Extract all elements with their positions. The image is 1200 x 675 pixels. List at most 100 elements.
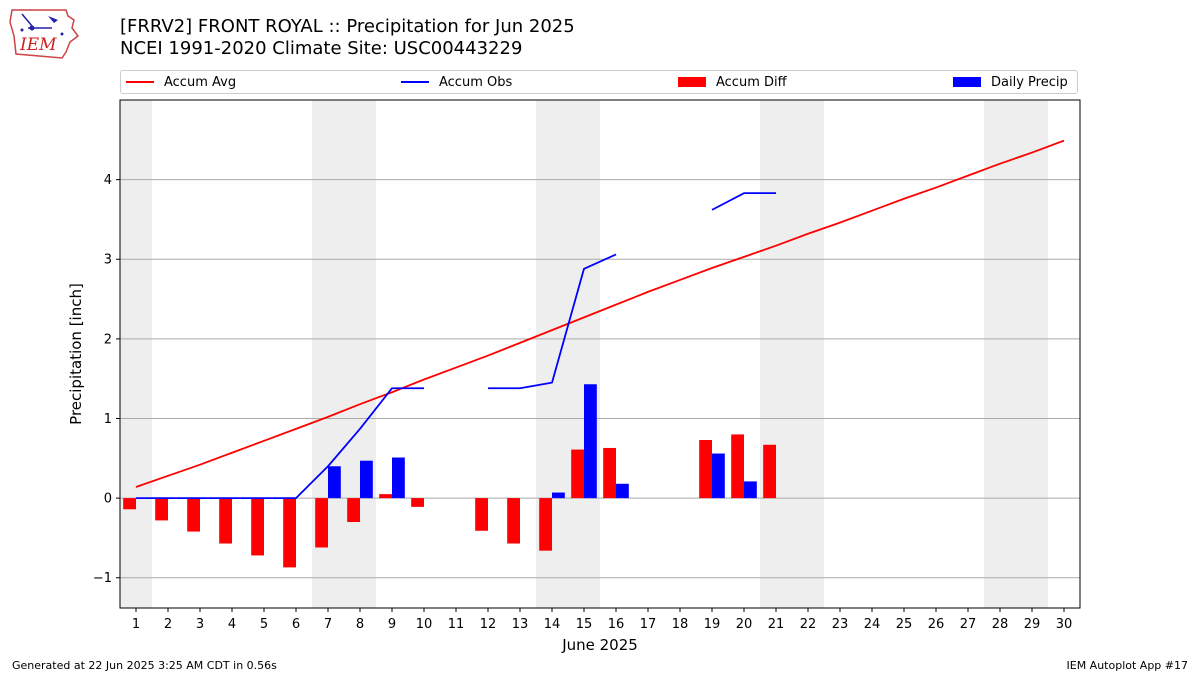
accum-diff-bar-day-13 (507, 498, 520, 544)
accum-diff-bar-day-21 (763, 444, 776, 499)
x-tick-label: 7 (324, 617, 332, 632)
daily-precip-bar-day-8 (360, 460, 373, 499)
x-tick-label: 25 (896, 617, 913, 632)
gridlines (120, 179, 1080, 579)
accum-diff-bar-day-16 (603, 447, 616, 499)
x-tick-label: 6 (292, 617, 300, 632)
legend: Accum Avg Accum Obs Accum Diff Daily Pre… (120, 70, 1078, 94)
x-tick-label: 23 (832, 617, 849, 632)
legend-label-accum-avg: Accum Avg (164, 74, 237, 90)
accum-diff-bar-day-12 (475, 498, 488, 531)
x-tick-label: 12 (480, 617, 497, 632)
y-tick-label: −1 (93, 571, 112, 586)
accum-avg-line-segment-0 (135, 139, 1065, 488)
x-tick-label: 5 (260, 617, 268, 632)
y-tick-label: 1 (104, 412, 112, 427)
accum-obs-line-segment-2 (711, 192, 776, 211)
accum-diff-bar-day-4 (219, 498, 232, 544)
weekend-shade-day-22 (792, 100, 824, 608)
x-tick-label: 22 (800, 617, 817, 632)
weekend-shade-day-29 (1016, 100, 1048, 608)
x-tick-label: 2 (164, 617, 172, 632)
x-tick-label: 10 (416, 617, 433, 632)
iem-state-logo-icon: IEM (9, 9, 80, 59)
x-tick-label: 20 (736, 617, 753, 632)
accum-obs-line-segment-1 (488, 253, 617, 390)
x-tick-label: 8 (356, 617, 364, 632)
x-tick-label: 19 (704, 617, 721, 632)
x-tick-label: 3 (196, 617, 204, 632)
x-tick-label: 29 (1024, 617, 1041, 632)
y-tick-label: 0 (104, 492, 112, 507)
accum-diff-bar-day-15 (571, 449, 584, 499)
x-tick-label: 9 (388, 617, 396, 632)
title-line-2: NCEI 1991-2020 Climate Site: USC00443229 (120, 38, 523, 59)
accum-diff-bar-day-7 (315, 498, 328, 548)
accum-diff-bar-day-9 (379, 494, 392, 499)
legend-item-accum-avg: Accum Avg (126, 74, 236, 90)
y-tick-label: 2 (104, 332, 112, 347)
daily-precip-bar-day-15 (584, 384, 597, 499)
legend-swatch-daily-precip (953, 77, 981, 87)
legend-swatch-accum-diff (678, 77, 706, 87)
x-tick-label: 14 (544, 617, 561, 632)
weekend-shade-day-8 (344, 100, 376, 608)
x-axis-label: June 2025 (561, 636, 638, 654)
weekend-shade-day-1 (120, 100, 152, 608)
accum-diff-bar-day-6 (283, 498, 296, 568)
weekend-shade-day-21 (760, 100, 792, 608)
legend-label-accum-diff: Accum Diff (716, 74, 787, 90)
x-tick-label: 4 (228, 617, 236, 632)
accum-diff-bar-day-5 (251, 498, 264, 556)
daily-precip-bar-day-9 (392, 457, 405, 499)
accum-diff-bar-day-19 (699, 439, 712, 499)
daily-precip-bar-day-7 (328, 466, 341, 499)
y-tick-label: 3 (104, 253, 112, 268)
legend-label-daily-precip: Daily Precip (991, 74, 1068, 90)
accum-diff-bar-day-20 (731, 434, 744, 499)
x-tick-label: 18 (672, 617, 689, 632)
weekend-shading (120, 100, 1048, 608)
x-tick-label: 1 (132, 617, 140, 632)
x-tick-label: 28 (992, 617, 1009, 632)
plot-frame (119, 99, 1081, 609)
accum-diff-bar-day-14 (539, 498, 552, 551)
x-tick-label: 17 (640, 617, 657, 632)
accum-diff-bar-day-8 (347, 498, 360, 523)
legend-swatch-accum-avg (126, 81, 154, 83)
app-credit: IEM Autoplot App #17 (1066, 659, 1189, 672)
chart-title: [FRRV2] FRONT ROYAL :: Precipitation for… (120, 16, 575, 60)
y-tick-label: 4 (104, 173, 112, 188)
weekend-shade-day-15 (568, 100, 600, 608)
legend-item-accum-diff: Accum Diff (678, 74, 787, 90)
legend-item-daily-precip: Daily Precip (953, 74, 1068, 90)
logo-text: IEM (19, 35, 57, 55)
x-tick-label: 26 (928, 617, 945, 632)
title-line-1: [FRRV2] FRONT ROYAL :: Precipitation for… (120, 16, 575, 37)
accum-obs-line-segment-0 (136, 387, 424, 500)
x-tick-label: 30 (1056, 617, 1073, 632)
daily-precip-bar-day-19 (712, 453, 725, 499)
daily-precip-bar-day-14 (552, 492, 565, 499)
legend-swatch-accum-obs (401, 81, 429, 83)
legend-item-accum-obs: Accum Obs (401, 74, 512, 90)
daily-precip-bar-day-16 (616, 483, 629, 499)
x-tick-label: 15 (576, 617, 593, 632)
bars (123, 384, 776, 568)
generated-timestamp: Generated at 22 Jun 2025 3:25 AM CDT in … (12, 659, 277, 672)
accum-diff-bar-day-3 (187, 498, 200, 532)
legend-label-accum-obs: Accum Obs (439, 74, 513, 90)
accum-diff-bar-day-10 (411, 498, 424, 507)
x-tick-label: 27 (960, 617, 977, 632)
accum-diff-bar-day-1 (123, 498, 136, 510)
daily-precip-bar-day-20 (744, 481, 757, 499)
weekend-shade-day-28 (984, 100, 1016, 608)
x-tick-label: 13 (512, 617, 529, 632)
x-tick-label: 16 (608, 617, 625, 632)
x-tick-label: 11 (448, 617, 465, 632)
accum-diff-bar-day-2 (155, 498, 168, 521)
series-lines (135, 139, 1065, 500)
x-tick-label: 21 (768, 617, 785, 632)
